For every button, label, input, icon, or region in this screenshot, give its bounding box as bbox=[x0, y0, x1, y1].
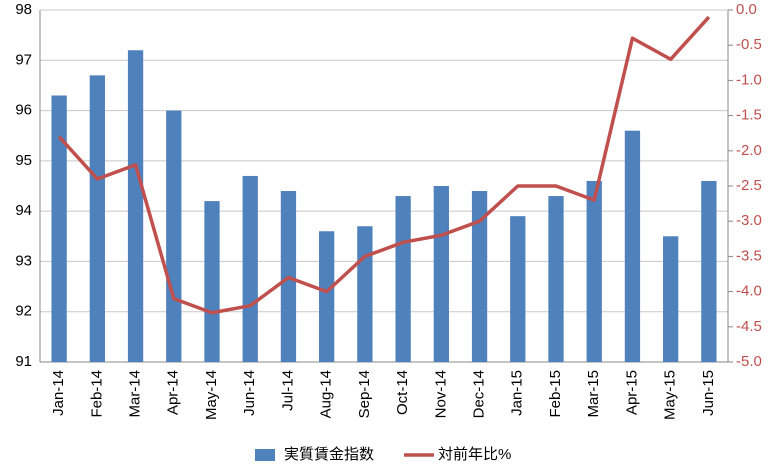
y2-tick-label: -2.0 bbox=[736, 142, 762, 159]
y2-tick-label: -0.5 bbox=[736, 36, 762, 53]
bar bbox=[89, 75, 105, 362]
bar bbox=[510, 216, 526, 362]
bar bbox=[166, 110, 182, 362]
y-tick-label: 93 bbox=[15, 252, 32, 269]
bar bbox=[204, 201, 220, 362]
y-tick-label: 96 bbox=[15, 102, 32, 119]
bar bbox=[586, 180, 602, 362]
bar bbox=[548, 196, 564, 362]
x-tick-label: Sep-14 bbox=[356, 370, 373, 418]
y2-tick-label: -3.5 bbox=[736, 247, 762, 264]
y2-tick-label: -4.0 bbox=[736, 283, 762, 300]
y-tick-label: 98 bbox=[15, 1, 32, 18]
y2-tick-label: 0.0 bbox=[736, 1, 757, 18]
y-tick-label: 92 bbox=[15, 303, 32, 320]
x-tick-label: Oct-14 bbox=[394, 370, 411, 415]
x-tick-label: Jun-14 bbox=[241, 370, 258, 416]
x-tick-label: Apr-15 bbox=[623, 370, 640, 415]
bar bbox=[624, 130, 641, 362]
y2-tick-label: -1.5 bbox=[736, 107, 762, 124]
x-tick-label: Jan-15 bbox=[509, 370, 526, 416]
x-tick-label: Jan-14 bbox=[50, 370, 67, 416]
x-tick-label: May-14 bbox=[203, 370, 220, 420]
x-tick-label: Apr-14 bbox=[165, 370, 182, 415]
y2-tick-label: -2.5 bbox=[736, 177, 762, 194]
bar bbox=[663, 236, 679, 362]
bar bbox=[242, 175, 258, 362]
y-tick-label: 94 bbox=[15, 202, 32, 219]
x-tick-label: Jun-15 bbox=[700, 370, 717, 416]
x-tick-label: Mar-14 bbox=[127, 370, 144, 418]
y-tick-label: 95 bbox=[15, 152, 32, 169]
bar bbox=[395, 196, 411, 362]
x-tick-label: Mar-15 bbox=[585, 370, 602, 418]
legend-label: 実質賃金指数 bbox=[284, 445, 374, 463]
legend-swatch bbox=[255, 449, 275, 461]
y-tick-label: 91 bbox=[15, 353, 32, 370]
x-tick-label: Jul-14 bbox=[279, 370, 296, 411]
x-tick-label: Feb-15 bbox=[547, 370, 564, 418]
bar bbox=[471, 191, 488, 362]
bar bbox=[357, 226, 373, 362]
x-tick-label: Dec-14 bbox=[471, 370, 488, 418]
x-tick-label: May-15 bbox=[662, 370, 679, 420]
legend-label: 対前年比% bbox=[438, 446, 511, 463]
y2-tick-label: -5.0 bbox=[736, 353, 762, 370]
x-tick-label: Feb-14 bbox=[88, 370, 105, 418]
bar bbox=[433, 186, 449, 362]
bar bbox=[319, 231, 335, 362]
bar bbox=[127, 50, 144, 362]
bar bbox=[51, 95, 67, 362]
line bbox=[57, 15, 711, 315]
x-tick-label: Aug-14 bbox=[318, 370, 335, 418]
y-tick-label: 97 bbox=[15, 51, 32, 68]
y2-tick-label: -4.5 bbox=[736, 318, 762, 335]
bar bbox=[701, 180, 717, 362]
y2-tick-label: -1.0 bbox=[736, 71, 762, 88]
x-tick-label: Nov-14 bbox=[432, 370, 449, 418]
y2-tick-label: -3.0 bbox=[736, 212, 762, 229]
